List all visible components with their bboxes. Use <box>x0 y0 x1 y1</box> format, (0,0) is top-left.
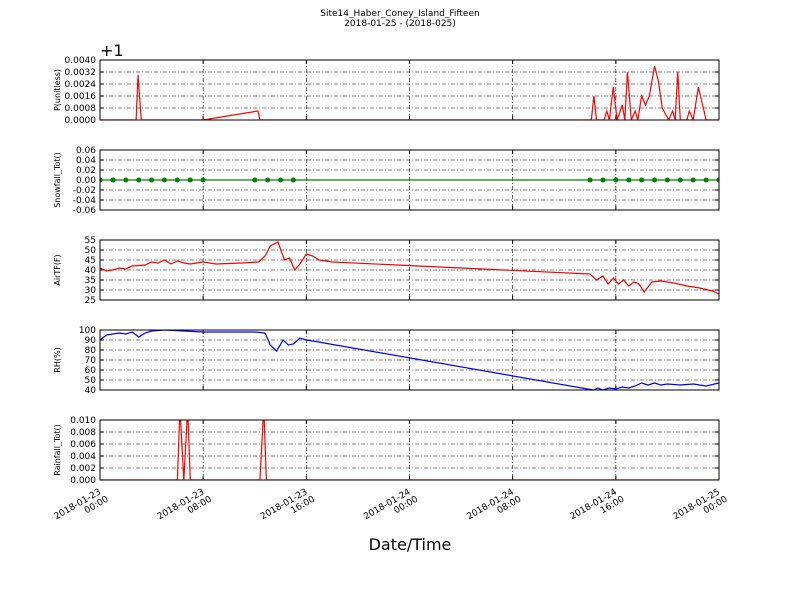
y-tick-label: 0.0000 <box>65 116 97 126</box>
data-line <box>100 65 719 120</box>
y-tick-label: 0.0016 <box>65 92 97 102</box>
plot-area <box>100 420 719 480</box>
x-tick-label: 2018-01-24 08:00 <box>465 486 523 531</box>
x-tick-label: 2018-01-24 16:00 <box>569 486 627 531</box>
y-axis-label: Rainfall_Tot() <box>53 424 62 476</box>
data-point <box>626 177 632 183</box>
y-tick-label: 55 <box>85 236 96 246</box>
data-point <box>174 177 180 183</box>
y-tick-label: -0.04 <box>73 196 97 206</box>
y-tick-label: 25 <box>85 296 96 306</box>
y-tick-label: 60 <box>85 366 97 376</box>
y-axis-label: P(unitless) <box>53 69 62 111</box>
data-point <box>200 177 206 183</box>
y-tick-label: 0.008 <box>70 428 96 438</box>
data-point <box>187 177 193 183</box>
data-point <box>123 177 129 183</box>
y-tick-label: 40 <box>85 266 97 276</box>
y-axis-label: Snowfall_Tot() <box>53 152 62 208</box>
axes-frame <box>99 149 720 211</box>
x-tick-label: 2018-01-24 00:00 <box>362 486 420 531</box>
data-point <box>161 177 167 183</box>
x-tick-label: 2018-01-23 08:00 <box>156 486 214 531</box>
axes-frame <box>99 239 720 301</box>
y-tick-label: 30 <box>85 286 97 296</box>
data-point <box>639 177 645 183</box>
y-tick-label: 40 <box>85 386 97 396</box>
y-tick-label: 0.0032 <box>65 68 97 78</box>
y-axis-label: AirTF(F) <box>53 254 62 285</box>
y-tick-label: -0.02 <box>73 186 96 196</box>
y-tick-label: 35 <box>85 276 96 286</box>
data-line <box>100 241 719 295</box>
x-tick-label: 2018-01-25 00:00 <box>672 486 730 531</box>
data-point <box>690 177 696 183</box>
data-point <box>110 177 116 183</box>
y-tick-label: 0.0024 <box>65 80 97 90</box>
data-point <box>652 177 658 183</box>
y-tick-label: 0.000 <box>70 476 96 486</box>
axes-frame <box>99 419 720 481</box>
y-tick-label: 70 <box>85 356 97 366</box>
data-point <box>664 177 670 183</box>
data-line <box>100 330 719 390</box>
data-point <box>703 177 709 183</box>
x-tick-label: 2018-01-23 00:00 <box>53 486 111 531</box>
data-point <box>265 177 271 183</box>
axes-frame <box>99 329 720 391</box>
y-tick-label: 0.00 <box>76 176 96 186</box>
figure-title: Site14_Haber_Coney_Island_Fifteen <box>320 9 479 19</box>
data-point <box>600 177 606 183</box>
plot-area <box>100 65 719 120</box>
data-point <box>278 177 284 183</box>
x-axis-label: Date/Time <box>369 535 452 554</box>
plot-area <box>100 241 719 295</box>
data-point <box>716 177 719 183</box>
y-tick-label: 0.002 <box>70 464 96 474</box>
y-tick-label: 0.04 <box>76 156 96 166</box>
data-line <box>100 420 719 480</box>
data-point <box>252 177 258 183</box>
y-tick-label: 100 <box>79 326 96 336</box>
offset-text: +1 <box>100 41 124 60</box>
axes-frame <box>99 59 720 121</box>
y-tick-label: 0.004 <box>70 452 96 462</box>
y-axis-label: RH(%) <box>53 347 62 372</box>
y-tick-label: 45 <box>85 256 96 266</box>
data-point <box>136 177 142 183</box>
y-tick-label: 0.010 <box>70 416 96 426</box>
data-point <box>613 177 619 183</box>
x-tick-label: 2018-01-23 16:00 <box>259 486 317 531</box>
y-tick-label: 80 <box>85 346 97 356</box>
y-tick-label: 0.02 <box>76 166 96 176</box>
y-tick-label: 0.006 <box>70 440 96 450</box>
y-tick-label: 0.0008 <box>65 104 97 114</box>
y-tick-label: -0.06 <box>73 206 97 216</box>
plot-area <box>100 330 719 390</box>
figure-subtitle: 2018-01-25 - (2018-025) <box>344 19 456 29</box>
data-point <box>677 177 683 183</box>
data-point <box>290 177 296 183</box>
data-point <box>100 177 103 183</box>
y-tick-label: 50 <box>85 376 97 386</box>
plot-area <box>100 177 719 183</box>
data-point <box>587 177 593 183</box>
y-tick-label: 0.0040 <box>65 56 97 66</box>
y-tick-label: 90 <box>85 336 97 346</box>
y-tick-label: 0.06 <box>76 146 96 156</box>
data-point <box>149 177 155 183</box>
y-tick-label: 50 <box>85 246 97 256</box>
